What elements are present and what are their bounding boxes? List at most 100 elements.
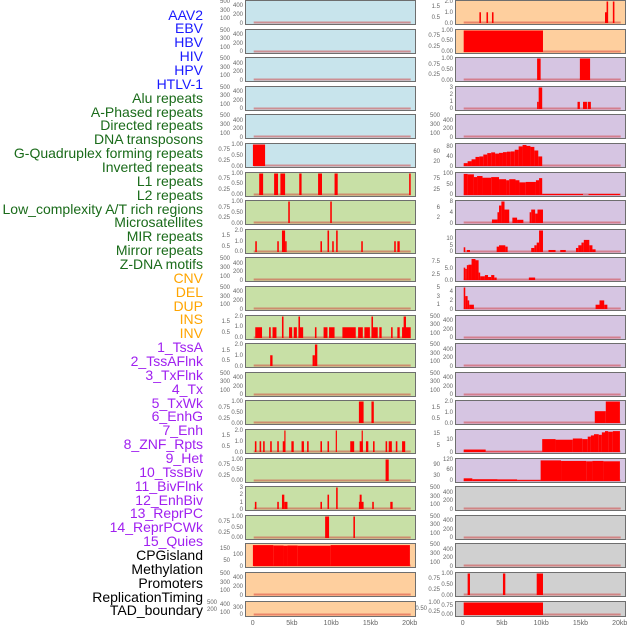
track-label: Promoters bbox=[138, 574, 203, 591]
y-tick-label: 300 bbox=[232, 604, 243, 611]
y-tick-label: 0.50 bbox=[231, 524, 243, 531]
signal-bar bbox=[537, 209, 543, 224]
signal-bar bbox=[482, 177, 492, 195]
y-tick-label: 200 bbox=[442, 498, 453, 505]
signal-bar bbox=[255, 241, 257, 252]
track-label: 2_TssAFlnk bbox=[130, 353, 203, 369]
y-tick-label: 0 bbox=[449, 449, 453, 456]
signal-bar bbox=[485, 451, 543, 453]
y-tick-label: 200 bbox=[442, 355, 453, 362]
y-tick-label: 0.00 bbox=[441, 77, 453, 84]
signal-bar bbox=[479, 156, 484, 166]
track-label: L2 repeats bbox=[136, 186, 203, 203]
y-tick-label: 6 bbox=[436, 204, 440, 211]
y-tick-label: 100 bbox=[219, 73, 230, 80]
signal-bar bbox=[526, 145, 531, 166]
y-tick-label: 500 bbox=[219, 84, 230, 91]
baseline bbox=[463, 564, 621, 567]
y-tick-label: 400 bbox=[232, 31, 243, 38]
signal-bar bbox=[466, 265, 469, 281]
y-tick-label: 80 bbox=[446, 144, 453, 151]
signal-bar bbox=[269, 326, 271, 338]
signal-bar bbox=[522, 144, 527, 166]
y-tick-label: 0.5 bbox=[221, 243, 230, 250]
signal-bar bbox=[359, 494, 362, 510]
signal-bar bbox=[586, 460, 593, 481]
y-tick-label: 1.00 bbox=[231, 170, 243, 177]
track-panel bbox=[455, 114, 626, 140]
y-tick-label: 500 bbox=[206, 599, 217, 606]
signal-bar bbox=[318, 173, 322, 195]
y-tick-label: 150 bbox=[219, 545, 230, 552]
y-tick-label: 50 bbox=[223, 557, 230, 564]
y-tick-label: 0.5 bbox=[221, 444, 230, 451]
y-tick-label: 1 bbox=[239, 499, 243, 506]
x-tick-label: 20kb bbox=[402, 620, 418, 627]
y-tick-label: 5 bbox=[449, 242, 453, 249]
y-tick-label: 200 bbox=[442, 126, 453, 133]
y-tick-label: 0.00 bbox=[441, 49, 453, 56]
track-panel bbox=[455, 85, 626, 111]
track-panel bbox=[245, 514, 416, 540]
y-tick-label: 400 bbox=[232, 375, 243, 382]
signal-bar bbox=[463, 449, 486, 452]
baseline bbox=[253, 164, 411, 167]
signal-bar bbox=[542, 439, 556, 452]
signal-bar bbox=[583, 101, 587, 109]
signal-bar bbox=[525, 181, 536, 195]
signal-bar bbox=[259, 441, 262, 452]
track-label: MIR repeats bbox=[126, 228, 203, 245]
signal-bar bbox=[353, 516, 355, 538]
signal-bar bbox=[499, 245, 506, 252]
signal-bar bbox=[612, 1, 615, 23]
track-panel bbox=[245, 371, 416, 397]
x-tick-label: 0 bbox=[250, 620, 255, 627]
y-tick-label: 2 bbox=[449, 297, 453, 304]
track-label: Alu repeats bbox=[132, 89, 203, 106]
signal-bar bbox=[372, 502, 374, 510]
y-tick-label: 2.0 bbox=[234, 313, 243, 320]
track-panel bbox=[455, 28, 626, 54]
track-label: CNV bbox=[173, 269, 203, 286]
baseline bbox=[463, 421, 621, 424]
track-label: 10_TssBiv bbox=[139, 463, 203, 480]
y-tick-label: 0.25 bbox=[218, 215, 230, 222]
signal-bar bbox=[314, 326, 317, 338]
signal-bar bbox=[463, 268, 466, 281]
y-tick-label: 0.75 bbox=[428, 32, 440, 39]
track-label: INS bbox=[179, 311, 203, 328]
signal-bar bbox=[605, 12, 608, 23]
signal-bar bbox=[535, 179, 540, 195]
y-tick-label: 100 bbox=[429, 559, 440, 566]
signal-bar bbox=[515, 179, 520, 195]
signal-bar bbox=[284, 502, 288, 510]
signal-bar bbox=[542, 193, 584, 195]
y-tick-label: 2.0 bbox=[234, 342, 243, 349]
y-tick-label: 0.50 bbox=[231, 209, 243, 216]
y-tick-label: 200 bbox=[232, 40, 243, 47]
y-tick-label: 0 bbox=[449, 192, 453, 199]
signal-bar bbox=[403, 316, 406, 338]
signal-bar bbox=[530, 146, 535, 166]
y-tick-label: 500 bbox=[429, 542, 440, 549]
y-tick-label: 300 bbox=[429, 350, 440, 357]
track-panel bbox=[245, 85, 416, 111]
baseline bbox=[253, 507, 411, 510]
track-panel bbox=[245, 257, 416, 283]
track-panel bbox=[245, 543, 416, 569]
y-tick-label: 400 bbox=[232, 3, 243, 10]
y-tick-label: 0.25 bbox=[428, 43, 440, 50]
y-tick-label: 0.75 bbox=[218, 461, 230, 468]
signal-bar bbox=[323, 326, 328, 338]
y-tick-label: 100 bbox=[429, 130, 440, 137]
track-label: Microsatellites bbox=[114, 214, 203, 231]
signal-bar bbox=[350, 441, 355, 452]
signal-bar bbox=[575, 247, 579, 252]
signal-bar bbox=[480, 276, 485, 281]
signal-bar bbox=[270, 355, 273, 367]
signal-bar bbox=[592, 460, 604, 481]
baseline bbox=[253, 78, 411, 81]
signal-bar bbox=[330, 545, 410, 567]
signal-bar bbox=[342, 326, 356, 338]
signal-bar bbox=[582, 439, 588, 452]
